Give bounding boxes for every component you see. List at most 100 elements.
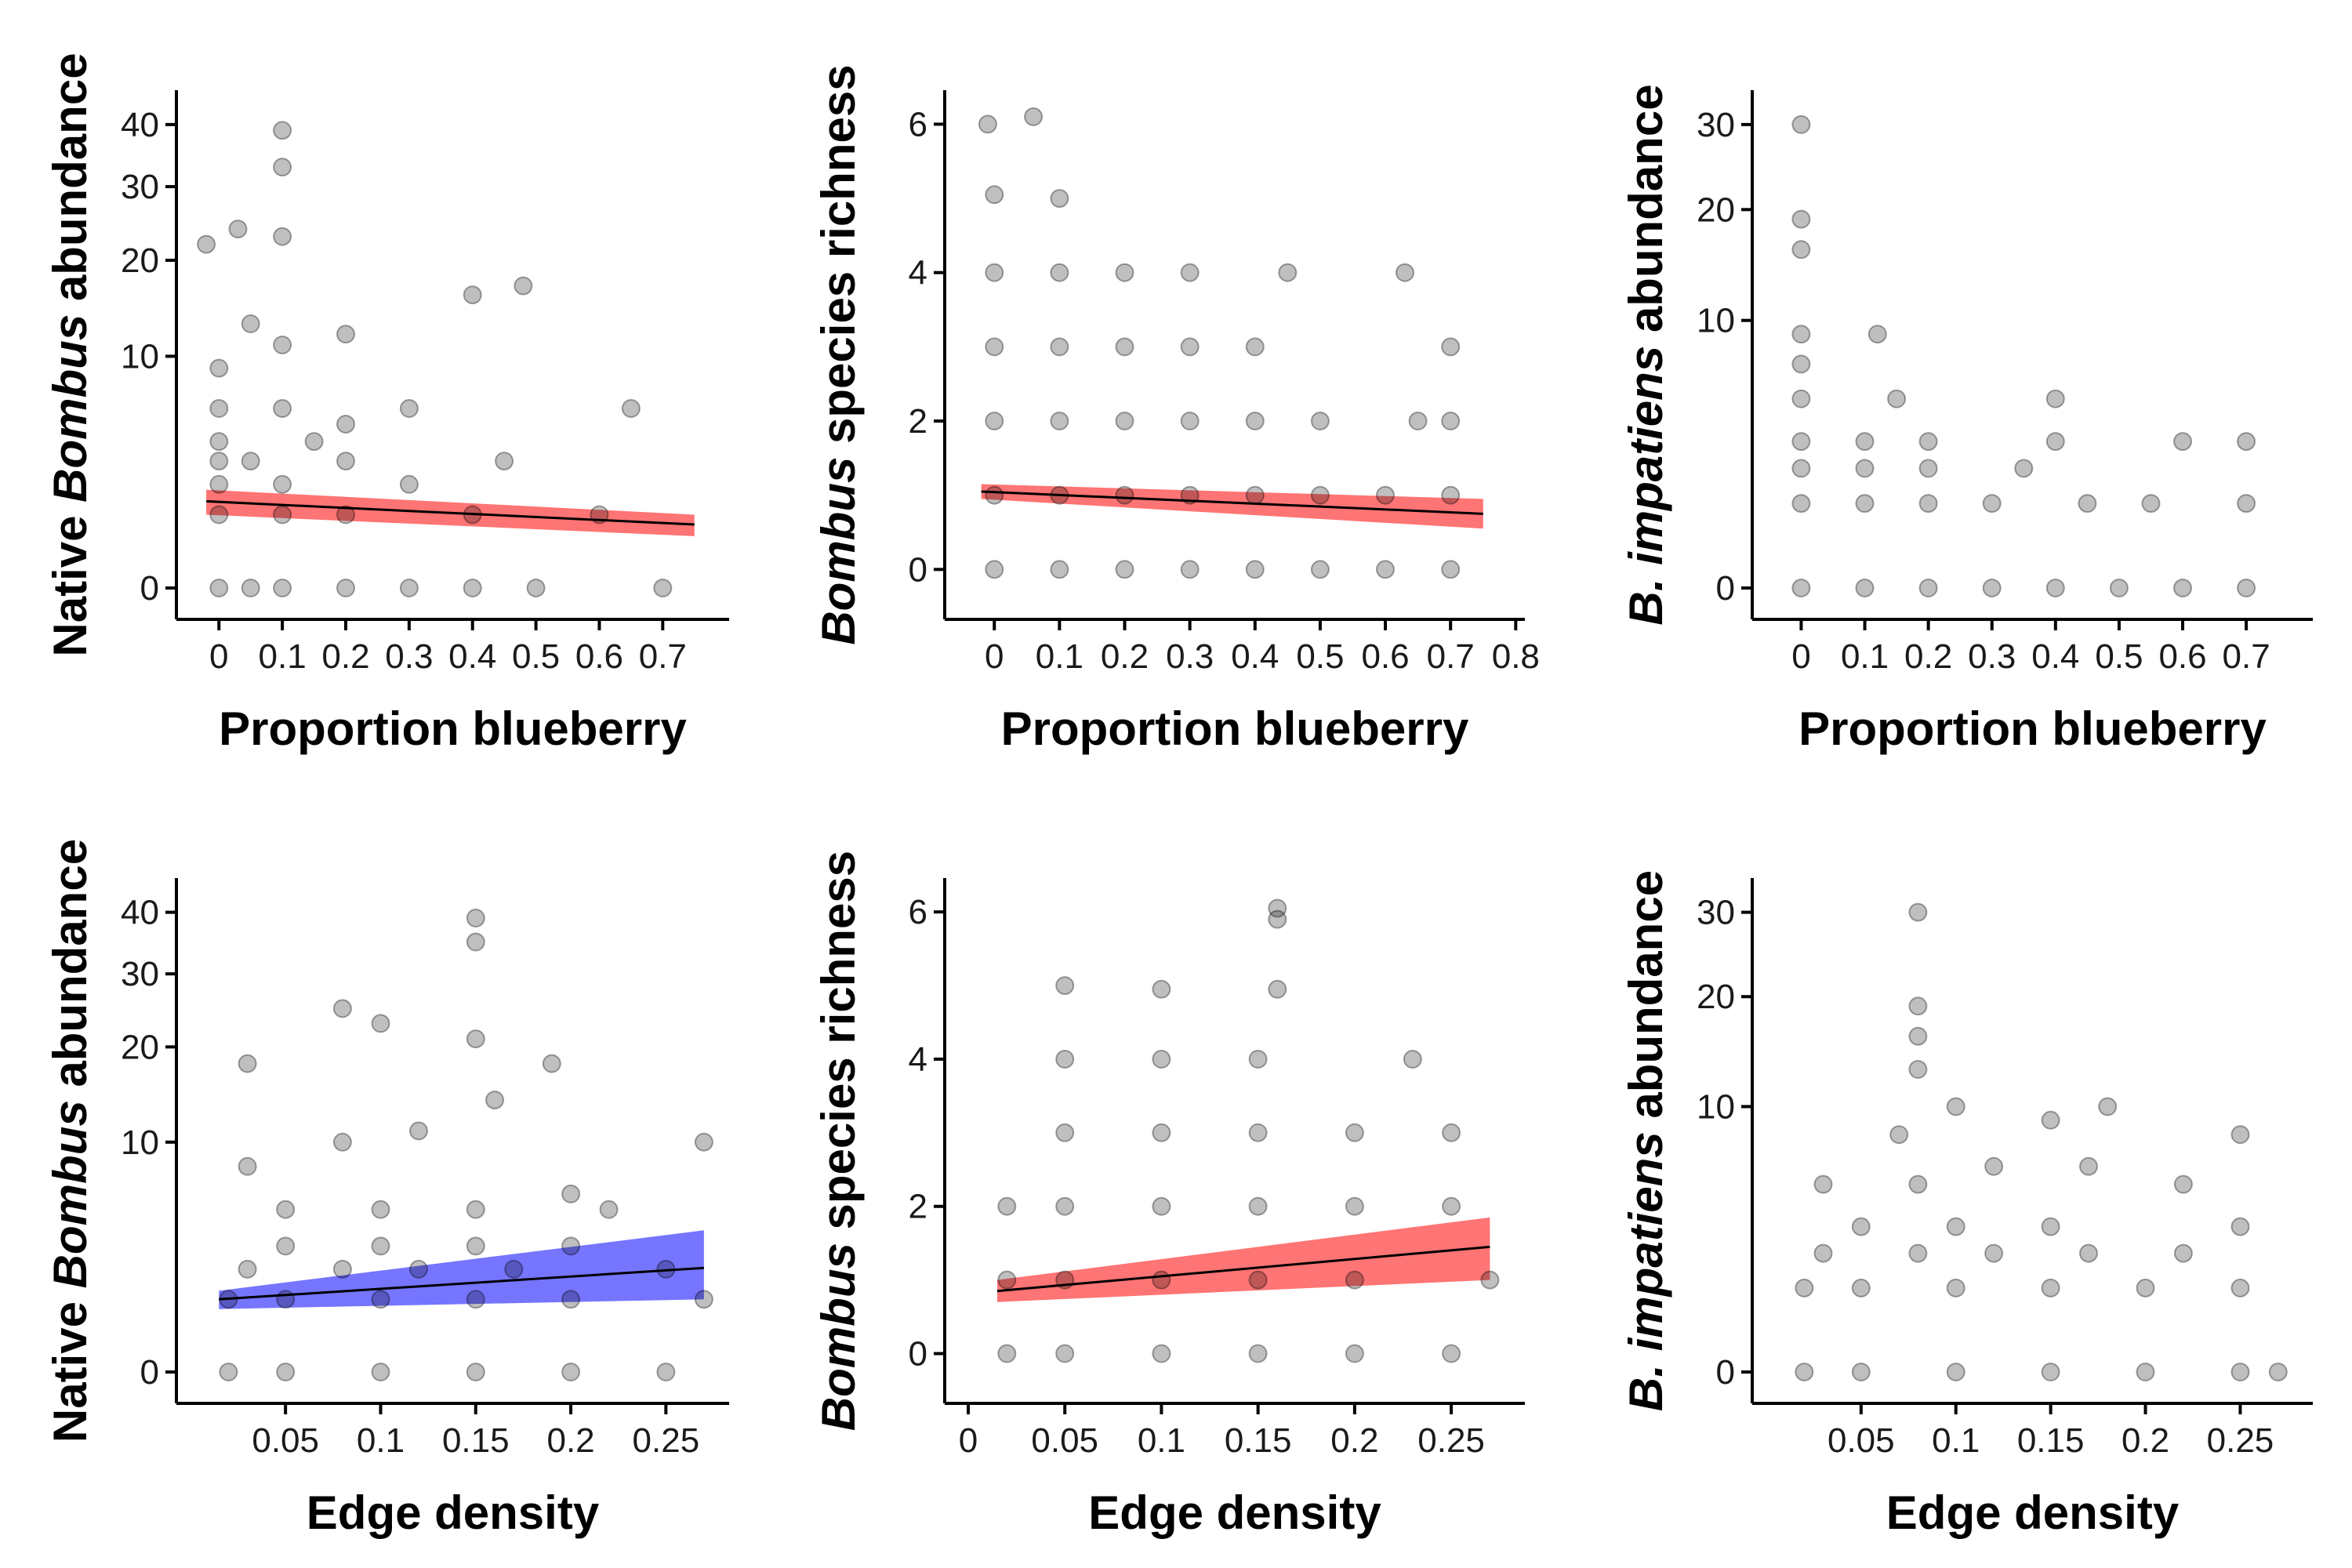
data-point — [1908, 1026, 1928, 1046]
data-point — [219, 1363, 238, 1381]
data-point — [209, 505, 229, 524]
x-tick-label: 0.8 — [1492, 637, 1540, 676]
data-point — [1813, 1174, 1833, 1194]
data-point — [526, 579, 546, 597]
data-point — [1791, 240, 1811, 260]
data-point — [542, 1054, 561, 1073]
x-tick-label: 0.7 — [2223, 637, 2270, 676]
x-tick-label: 0.3 — [385, 637, 433, 676]
y-tick-label: 40 — [121, 106, 159, 144]
data-point — [466, 1236, 485, 1256]
data-point — [336, 325, 355, 344]
x-tick-label: 0.7 — [639, 637, 687, 676]
data-point — [1918, 579, 1938, 597]
data-point — [2109, 579, 2129, 597]
x-tick-label: 0 — [985, 637, 1004, 676]
panel-4: 0 10 20 30 40 0.05 0.1 0.15 0.2 0.25 Edge density N… — [44, 839, 729, 1539]
data-point — [1376, 485, 1395, 505]
x-tick-label: 0.4 — [448, 637, 496, 676]
data-point — [1442, 1123, 1461, 1142]
y-axis-title-part: Native — [44, 1288, 96, 1443]
x-tick-label: 0.1 — [1932, 1421, 1980, 1460]
data-point — [1180, 412, 1200, 430]
data-point — [273, 505, 292, 524]
trend-line — [981, 490, 1483, 515]
data-point — [2173, 579, 2192, 597]
panel-6: 0 10 20 30 0.05 0.1 0.15 0.2 0.25 Edge density B. … — [1620, 870, 2313, 1539]
data-point — [621, 399, 641, 418]
data-point — [399, 579, 419, 597]
data-point — [1791, 494, 1811, 514]
data-point — [694, 1290, 713, 1309]
x-tick-label: 0.2 — [2122, 1421, 2169, 1460]
data-point — [466, 1200, 485, 1219]
data-point — [1180, 263, 1200, 282]
data-point — [1791, 325, 1811, 344]
y-axis-title: B. impatiens abundance — [1620, 870, 1672, 1411]
data-point — [1442, 1196, 1461, 1216]
data-point — [1791, 354, 1811, 374]
y-tick-label: 30 — [1697, 894, 1735, 932]
y-tick-label: 20 — [121, 1028, 159, 1066]
data-point — [1908, 902, 1928, 922]
x-tick-label: 0.5 — [512, 637, 560, 676]
x-axis-title: Edge density — [1088, 1486, 1381, 1539]
data-point — [1115, 263, 1134, 282]
data-point — [238, 1259, 257, 1279]
x-tick-label: 0.1 — [357, 1421, 405, 1460]
data-point — [399, 399, 419, 418]
data-point — [1055, 976, 1075, 996]
data-point — [2041, 1110, 2060, 1130]
y-tick-label: 0 — [140, 1353, 159, 1392]
data-point — [2173, 432, 2192, 452]
data-point — [332, 1132, 352, 1152]
data-point — [561, 1236, 581, 1256]
data-point — [1851, 1363, 1871, 1381]
data-point — [273, 158, 292, 177]
data-point — [1245, 337, 1265, 357]
data-point — [1055, 1344, 1075, 1363]
data-point — [694, 1132, 713, 1152]
data-point — [978, 114, 997, 134]
data-point — [1345, 1270, 1364, 1290]
data-point — [1791, 579, 1811, 597]
data-point — [985, 185, 1004, 205]
panel-1: 0 10 20 30 40 0 0.1 0.2 0.3 0.4 0.5 0.6 0.7 Proportio… — [44, 53, 729, 755]
data-point — [1245, 485, 1265, 505]
x-tick-label: 0 — [959, 1421, 978, 1460]
data-point — [1791, 209, 1811, 229]
data-point — [209, 474, 229, 494]
data-point — [1984, 1156, 2004, 1176]
data-point — [1855, 432, 1875, 452]
y-axis-title-part: Bombus — [812, 457, 865, 645]
data-point — [2041, 1278, 2060, 1298]
data-point — [1268, 979, 1287, 999]
x-tick-label: 0.15 — [442, 1421, 510, 1460]
data-point — [336, 579, 355, 597]
data-point — [1795, 1278, 1814, 1298]
data-point — [276, 1236, 296, 1256]
data-point — [1152, 1123, 1171, 1142]
panel-3: 0 10 20 30 0 0.1 0.2 0.3 0.4 0.5 0.6 0.7 Proportion … — [1620, 84, 2313, 755]
data-point — [2079, 1243, 2098, 1263]
x-axis-title: Proportion blueberry — [219, 702, 687, 755]
x-tick-label: 0.6 — [2158, 637, 2206, 676]
trend-line — [219, 1266, 704, 1301]
data-point — [399, 474, 419, 494]
x-tick-label: 0.1 — [1138, 1421, 1185, 1460]
x-axis-title: Edge density — [307, 1486, 600, 1539]
data-point — [409, 1259, 428, 1279]
y-axis-title-part: species richness — [812, 851, 865, 1243]
data-point — [1918, 432, 1938, 452]
data-point — [1851, 1278, 1871, 1298]
data-point — [276, 1363, 296, 1381]
y-tick-label: 20 — [121, 241, 159, 280]
data-point — [241, 452, 260, 471]
data-point — [1887, 389, 1907, 408]
data-point — [332, 999, 352, 1018]
y-axis-title-part: B. impatiens — [1620, 346, 1672, 626]
data-point — [1795, 1363, 1814, 1381]
data-point — [985, 485, 1004, 505]
data-point — [1908, 996, 1928, 1016]
data-point — [485, 1091, 504, 1110]
